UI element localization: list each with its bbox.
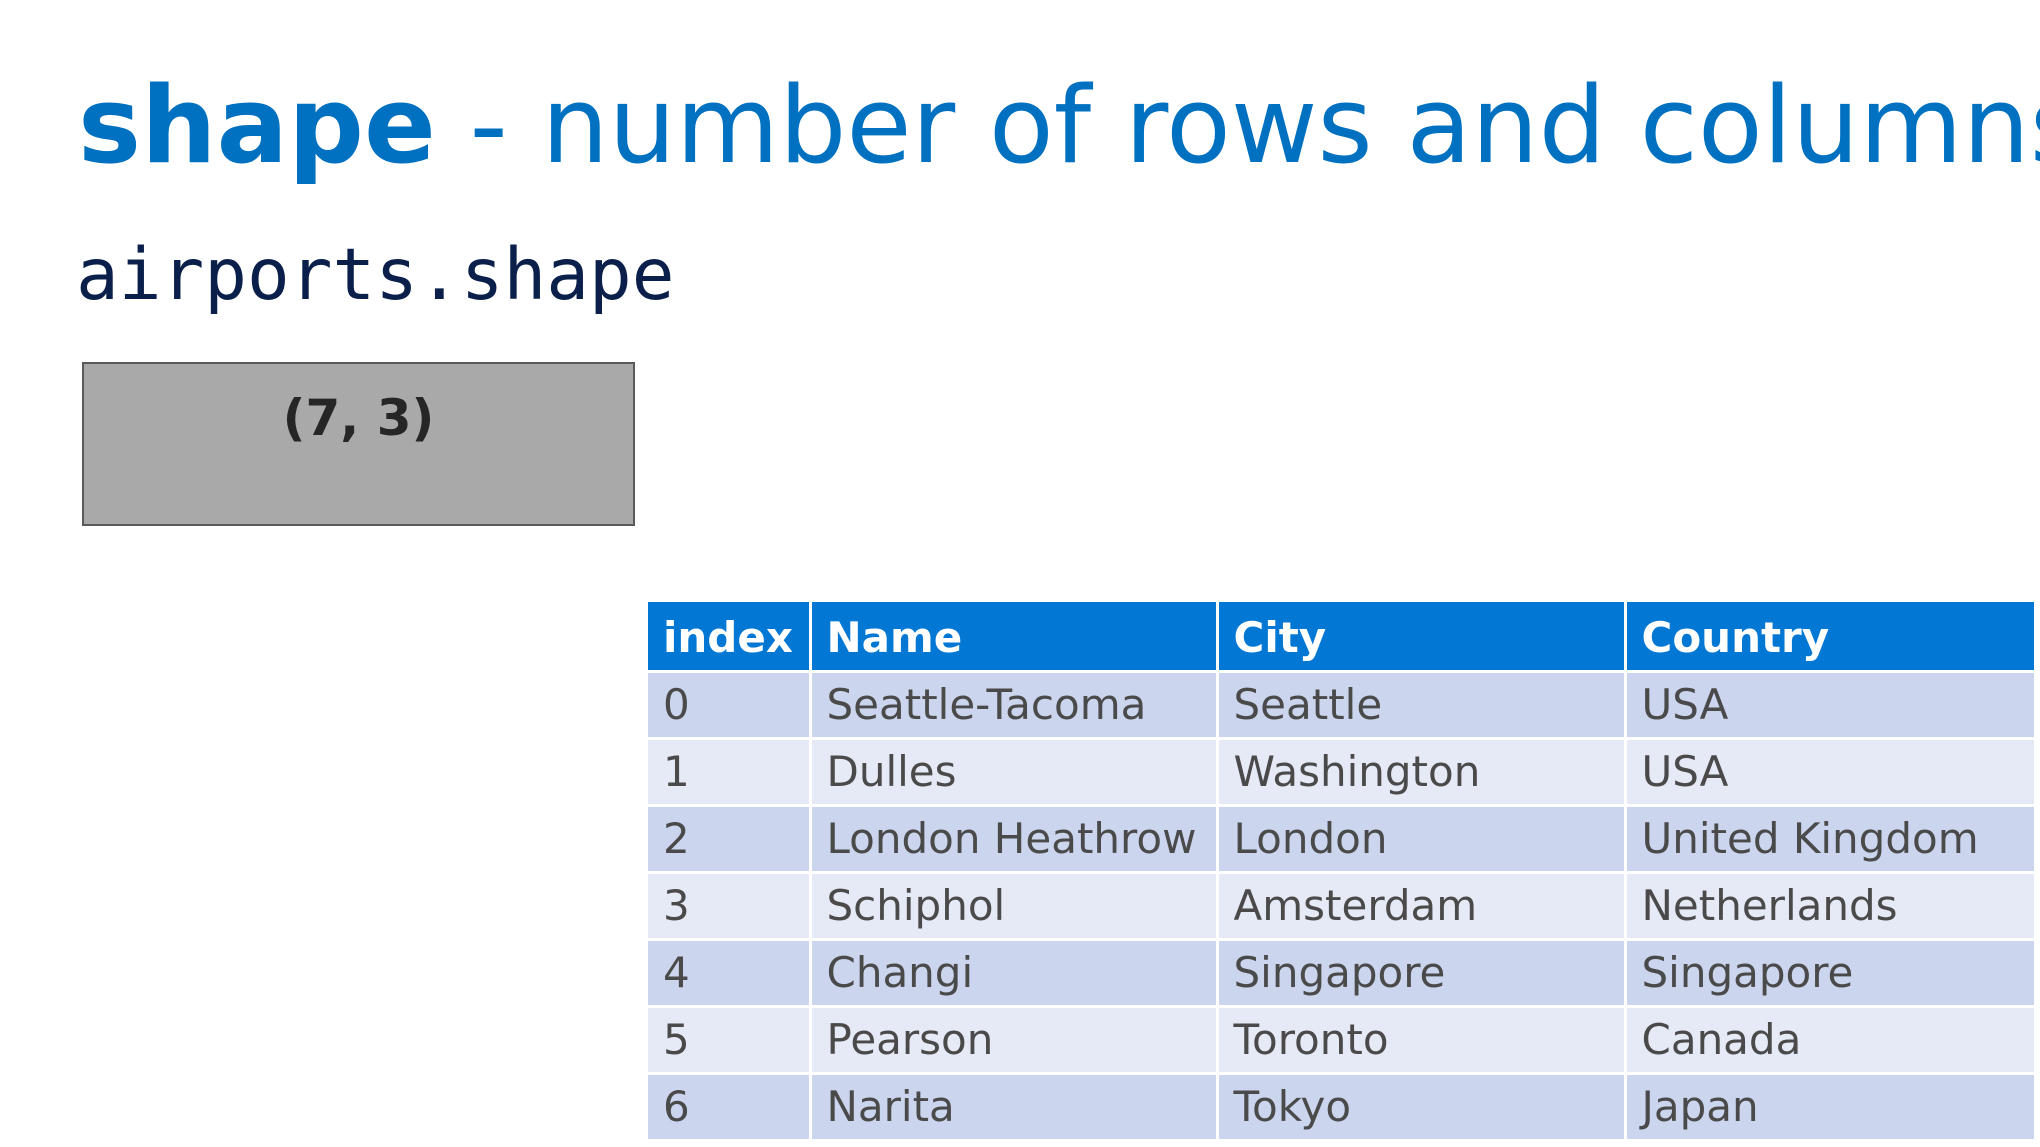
cell-country: USA	[1623, 737, 2034, 807]
output-value: (7, 3)	[282, 389, 435, 447]
cell-country: Singapore	[1623, 938, 2034, 1008]
column-header-city: City	[1215, 602, 1627, 673]
column-header-index: index	[648, 602, 812, 673]
cell-index: 3	[648, 871, 812, 941]
cell-index: 0	[648, 670, 812, 740]
column-header-name: Name	[808, 602, 1219, 673]
title-keyword: shape	[78, 64, 436, 187]
table-row: 5 Pearson Toronto Canada	[648, 1005, 2034, 1075]
table-row: 0 Seattle-Tacoma Seattle USA	[648, 670, 2034, 740]
table-header-row: index Name City Country	[648, 602, 2034, 673]
table-row: 2 London Heathrow London United Kingdom	[648, 804, 2034, 874]
cell-index: 2	[648, 804, 812, 874]
title-text: - number of rows and columns	[435, 64, 2040, 187]
cell-country: USA	[1623, 670, 2034, 740]
cell-name: Pearson	[808, 1005, 1219, 1075]
cell-country: Japan	[1623, 1072, 2034, 1139]
cell-city: Singapore	[1215, 938, 1627, 1008]
table-row: 1 Dulles Washington USA	[648, 737, 2034, 807]
cell-index: 6	[648, 1072, 812, 1139]
page-title: shape - number of rows and columns	[78, 62, 2040, 189]
cell-city: Seattle	[1215, 670, 1627, 740]
cell-name: Changi	[808, 938, 1219, 1008]
cell-index: 1	[648, 737, 812, 807]
cell-country: Netherlands	[1623, 871, 2034, 941]
table-row: 4 Changi Singapore Singapore	[648, 938, 2034, 1008]
cell-name: London Heathrow	[808, 804, 1219, 874]
code-snippet: airports.shape	[76, 233, 675, 316]
cell-name: Seattle-Tacoma	[808, 670, 1219, 740]
cell-city: Washington	[1215, 737, 1627, 807]
cell-city: London	[1215, 804, 1627, 874]
cell-name: Dulles	[808, 737, 1219, 807]
cell-country: Canada	[1623, 1005, 2034, 1075]
column-header-country: Country	[1623, 602, 2034, 673]
cell-city: Tokyo	[1215, 1072, 1627, 1139]
table-row: 6 Narita Tokyo Japan	[648, 1072, 2034, 1139]
output-box: (7, 3)	[82, 362, 635, 526]
cell-index: 4	[648, 938, 812, 1008]
cell-name: Narita	[808, 1072, 1219, 1139]
cell-country: United Kingdom	[1623, 804, 2034, 874]
cell-city: Toronto	[1215, 1005, 1627, 1075]
airports-table: index Name City Country 0 Seattle-Tacoma…	[648, 602, 2034, 1139]
cell-index: 5	[648, 1005, 812, 1075]
cell-name: Schiphol	[808, 871, 1219, 941]
cell-city: Amsterdam	[1215, 871, 1627, 941]
table-row: 3 Schiphol Amsterdam Netherlands	[648, 871, 2034, 941]
